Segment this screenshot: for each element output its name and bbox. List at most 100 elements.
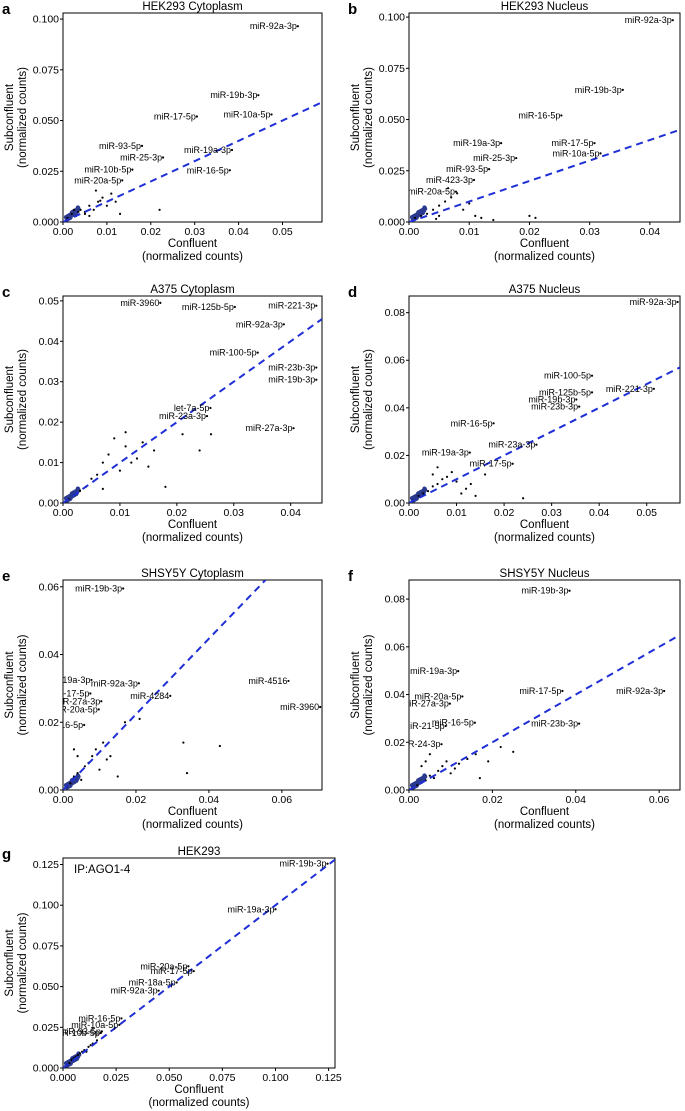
x-tick-label: 0.000 (50, 1072, 76, 1084)
panel-title: A375 Nucleus (509, 284, 581, 296)
point-label: miR-92a-3p (91, 678, 138, 688)
y-tick-label: 0.04 (39, 649, 60, 661)
data-point (102, 741, 105, 744)
labeled-point (118, 1023, 121, 1026)
x-tick-label: 0.00 (53, 226, 74, 238)
y-tick-label: 0.02 (39, 717, 60, 729)
data-point (105, 204, 108, 207)
point-label: miR-25-3p (473, 153, 515, 163)
plot-frame (62, 579, 323, 791)
point-label: miR-23b-3p (531, 402, 578, 412)
data-point (449, 772, 452, 775)
labeled-point (120, 1017, 123, 1020)
data-point (450, 470, 453, 474)
data-point (76, 771, 79, 775)
point-label: miR-19b-3p (280, 859, 327, 869)
labeled-point (159, 301, 162, 304)
panel-title: A375 Cytoplasm (150, 284, 234, 296)
y-axis-label-units: (normalized counts) (17, 634, 29, 735)
y-tick-label: 0.02 (385, 450, 406, 462)
data-point (422, 492, 425, 495)
x-tick-label: 0.01 (446, 507, 467, 519)
point-label: miR-10b-5p (84, 165, 131, 175)
y-axis-label: Subconfluent (350, 651, 362, 719)
labeled-point (282, 323, 285, 326)
labeled-point (671, 19, 674, 22)
labeled-point (121, 179, 124, 182)
data-point (441, 478, 444, 481)
point-label: miR-19b-3p (75, 583, 122, 593)
data-point (416, 784, 419, 787)
y-axis-label: Subconfluent (350, 365, 362, 433)
point-label: miR-17-5p (151, 966, 193, 976)
labeled-point (122, 587, 125, 590)
labeled-point (652, 387, 655, 390)
point-label: miR-17-5p (154, 111, 196, 121)
labeled-point (448, 702, 451, 705)
x-tick-label: 0.01 (97, 226, 118, 238)
y-tick-label: 0.06 (385, 355, 406, 367)
y-tick-label: 0.025 (33, 1022, 59, 1034)
panel-letter: e (2, 568, 10, 585)
point-label: miR-92a-3p (236, 319, 283, 329)
point-label: miR-221-3p (268, 301, 315, 311)
labeled-point (161, 156, 165, 159)
fit-line (63, 858, 335, 1068)
point-label: miR-125b-5p (182, 302, 234, 312)
data-point (447, 187, 450, 190)
panel-title: HEK293 Nucleus (501, 1, 589, 13)
fit-line (63, 318, 322, 503)
point-label: miR-20a-5p (51, 704, 98, 714)
y-tick-label: 0.125 (33, 859, 59, 871)
point-label: miR-3960 (280, 702, 319, 712)
labeled-point (457, 670, 460, 673)
point-label: miR-21-5p (403, 721, 445, 731)
x-tick-label: 0.05 (637, 507, 658, 519)
point-label: miR-92a-3p (616, 686, 663, 696)
labeled-point (90, 678, 93, 682)
labeled-point (157, 989, 160, 992)
y-tick-label: 0.00 (385, 498, 406, 510)
data-point (431, 208, 435, 211)
panel-title: HEK293 Cytoplasm (142, 1, 242, 13)
y-tick-label: 0.06 (39, 581, 60, 593)
point-label: miR-10a-5p (223, 109, 270, 119)
labeled-point (292, 427, 295, 430)
y-axis-label: Subconfluent (4, 83, 16, 151)
point-label: miR-20a-5p (408, 187, 455, 197)
labeled-point (511, 462, 514, 465)
data-point (435, 217, 438, 221)
data-point (118, 469, 122, 472)
point-label: miR-20a-5p (74, 175, 121, 185)
panel-g: g HEK293 0.000 0.025 0.050 0.075 0.100 0.125 0.0… (2, 846, 342, 1109)
labeled-point (492, 422, 495, 425)
point-label: miR-18a-5p (129, 978, 176, 988)
point-label: miR-4516 (248, 676, 287, 686)
data-point (68, 1062, 71, 1065)
data-point (80, 778, 83, 781)
x-tick-label: 0.00 (53, 507, 74, 519)
labeled-point (131, 168, 134, 171)
point-label: miR-19b-3p (528, 395, 575, 405)
labeled-point (578, 722, 581, 725)
data-point (469, 482, 472, 486)
x-tick-label: 0.02 (519, 226, 540, 238)
labeled-point (500, 142, 503, 145)
data-point (141, 441, 144, 444)
labeled-point (274, 908, 277, 911)
data-point (474, 214, 477, 217)
data-point (445, 760, 448, 763)
labeled-point (473, 721, 476, 724)
y-tick-label: 0.050 (33, 981, 59, 993)
data-point (89, 1044, 92, 1047)
x-axis-label-units: (normalized counts) (142, 532, 243, 544)
point-label: miR-19a-3p (422, 448, 469, 458)
cluster-point (76, 774, 81, 779)
x-tick-label: 0.00 (399, 794, 420, 806)
data-point (124, 431, 127, 434)
point-label: miR-23b-3p (531, 719, 578, 729)
fit-line (63, 580, 267, 790)
point-label: miR-19b-3p (521, 586, 568, 596)
panel-letter: g (2, 846, 11, 863)
data-point (450, 196, 453, 199)
